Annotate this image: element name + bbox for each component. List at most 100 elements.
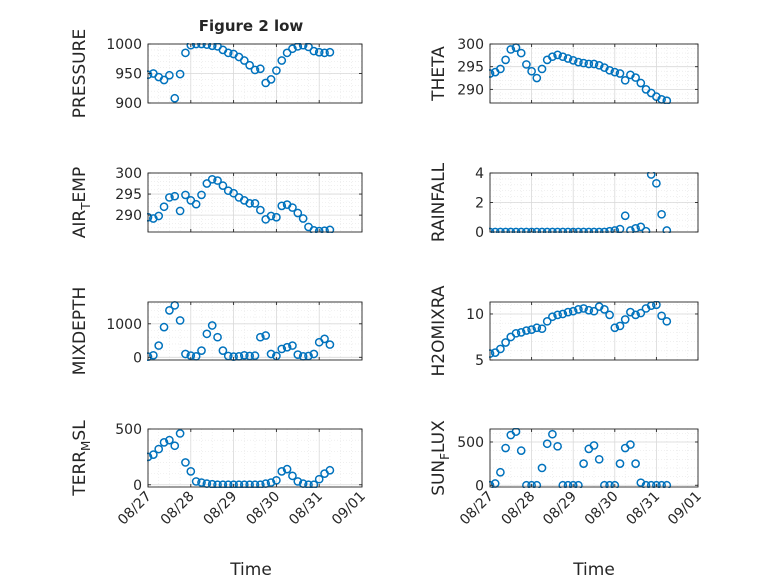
data-point-mixdepth xyxy=(261,331,271,340)
data-point-h2omixra xyxy=(542,316,552,326)
data-point-terr-msl xyxy=(197,478,206,487)
y-tick-label-mixdepth: 1000 xyxy=(106,317,142,333)
data-point-sun-flux xyxy=(662,480,672,488)
data-point-h2omixra xyxy=(568,306,578,316)
data-point-h2omixra xyxy=(537,324,547,334)
data-point-sun-flux xyxy=(579,459,588,468)
y-tick-label-pressure: 1000 xyxy=(106,37,142,53)
data-point-rainfall xyxy=(626,226,635,233)
data-point-terr-msl xyxy=(223,480,233,488)
data-point-h2omixra xyxy=(563,307,573,317)
data-point-terr-msl xyxy=(282,464,292,474)
data-point-sun-flux xyxy=(615,459,625,468)
y-axis-label-mixdepth: MIXDEPTH xyxy=(70,287,90,376)
y-tick-label-theta: 300 xyxy=(457,37,484,53)
data-point-h2omixra xyxy=(516,328,526,337)
data-point-terr-msl xyxy=(314,474,324,484)
data-point-sun-flux xyxy=(641,480,651,488)
data-point-h2omixra xyxy=(574,305,583,314)
data-point-rainfall xyxy=(610,226,620,233)
data-point-pressure xyxy=(282,48,292,58)
data-point-h2omixra xyxy=(522,326,531,335)
data-point-terr-msl xyxy=(170,441,180,451)
y-tick-label-h2omixra: 10 xyxy=(466,307,484,323)
data-point-sun-flux xyxy=(553,441,562,451)
data-point-h2omixra xyxy=(657,311,666,321)
data-point-mixdepth xyxy=(154,341,164,350)
data-point-theta xyxy=(506,45,516,54)
data-point-sun-flux xyxy=(626,440,635,449)
data-point-theta xyxy=(662,96,672,104)
data-point-air-temp xyxy=(325,225,335,233)
data-point-air-temp xyxy=(309,225,319,233)
data-point-air-temp xyxy=(165,193,174,202)
data-point-mixdepth xyxy=(149,350,158,360)
series-h2omixra xyxy=(489,301,672,358)
data-point-pressure xyxy=(320,48,329,58)
data-point-terr-msl xyxy=(288,471,297,481)
data-point-mixdepth xyxy=(202,329,212,339)
data-point-mixdepth xyxy=(325,340,335,349)
data-point-rainfall xyxy=(652,178,661,188)
data-point-sun-flux xyxy=(516,446,526,455)
data-point-terr-msl xyxy=(149,450,158,460)
y-tick-label-sun-flux: 0 xyxy=(475,478,484,494)
data-point-sun-flux xyxy=(594,454,604,464)
data-point-air-temp xyxy=(314,226,324,233)
axes-box-sun-flux xyxy=(489,428,699,488)
data-point-mixdepth xyxy=(320,334,329,344)
data-point-mixdepth xyxy=(207,321,217,330)
data-point-sun-flux xyxy=(652,480,661,488)
y-tick-label-rainfall: 4 xyxy=(475,166,484,182)
data-point-mixdepth xyxy=(250,351,260,360)
axes-box-terr-msl xyxy=(147,428,363,488)
data-point-air-temp xyxy=(202,179,212,188)
data-point-air-temp xyxy=(250,198,260,208)
data-point-h2omixra xyxy=(496,344,505,354)
y-tick-label-theta: 290 xyxy=(457,82,484,98)
subplot-pressure: 900 950 1000 PRESSURE xyxy=(70,29,363,118)
data-point-pressure xyxy=(207,43,217,51)
data-point-air-temp xyxy=(272,212,281,222)
series-pressure xyxy=(147,43,335,103)
data-point-rainfall xyxy=(641,226,651,233)
data-point-sun-flux xyxy=(657,480,666,488)
data-point-theta xyxy=(516,48,526,58)
data-point-h2omixra xyxy=(548,312,557,322)
subplot-rainfall: 0 2 4 RAINFALL xyxy=(429,162,699,242)
y-axis-label-air-temp: AIRTEMP xyxy=(70,167,93,238)
data-point-pressure xyxy=(202,43,212,49)
data-point-h2omixra xyxy=(532,323,542,333)
subplot-air-temp: 290 295 300 AIRTEMP xyxy=(70,166,363,238)
data-point-mixdepth xyxy=(266,349,276,359)
data-point-air-temp xyxy=(181,190,190,200)
data-point-terr-msl xyxy=(325,465,335,475)
data-point-theta xyxy=(537,64,547,74)
data-point-air-temp xyxy=(159,202,169,212)
data-point-pressure xyxy=(239,56,249,65)
data-point-rainfall xyxy=(605,226,614,233)
data-point-sun-flux xyxy=(537,463,547,473)
data-point-terr-msl xyxy=(266,478,276,487)
data-point-theta xyxy=(579,58,588,68)
data-point-theta xyxy=(636,78,646,88)
data-point-terr-msl xyxy=(256,480,265,488)
data-point-mixdepth xyxy=(277,344,287,354)
y-tick-label-pressure: 950 xyxy=(115,67,142,83)
data-point-theta xyxy=(631,73,640,82)
plot-area-sun-flux xyxy=(490,429,698,487)
data-point-pressure xyxy=(170,93,180,103)
data-point-theta xyxy=(605,65,614,75)
data-point-air-temp xyxy=(320,226,329,233)
data-point-air-temp xyxy=(213,176,222,185)
data-point-air-temp xyxy=(175,206,185,216)
data-point-terr-msl xyxy=(309,480,319,488)
data-point-h2omixra xyxy=(615,321,625,331)
y-tick-label-terr-msl: 500 xyxy=(115,422,142,438)
y-tick-label-air-temp: 290 xyxy=(115,208,142,224)
subplot-h2omixra: 5 10 H2OMIXRA xyxy=(429,285,699,377)
data-point-rainfall xyxy=(646,172,656,179)
data-point-air-temp xyxy=(191,199,201,209)
data-point-air-temp xyxy=(256,205,265,215)
data-point-terr-msl xyxy=(304,480,313,488)
